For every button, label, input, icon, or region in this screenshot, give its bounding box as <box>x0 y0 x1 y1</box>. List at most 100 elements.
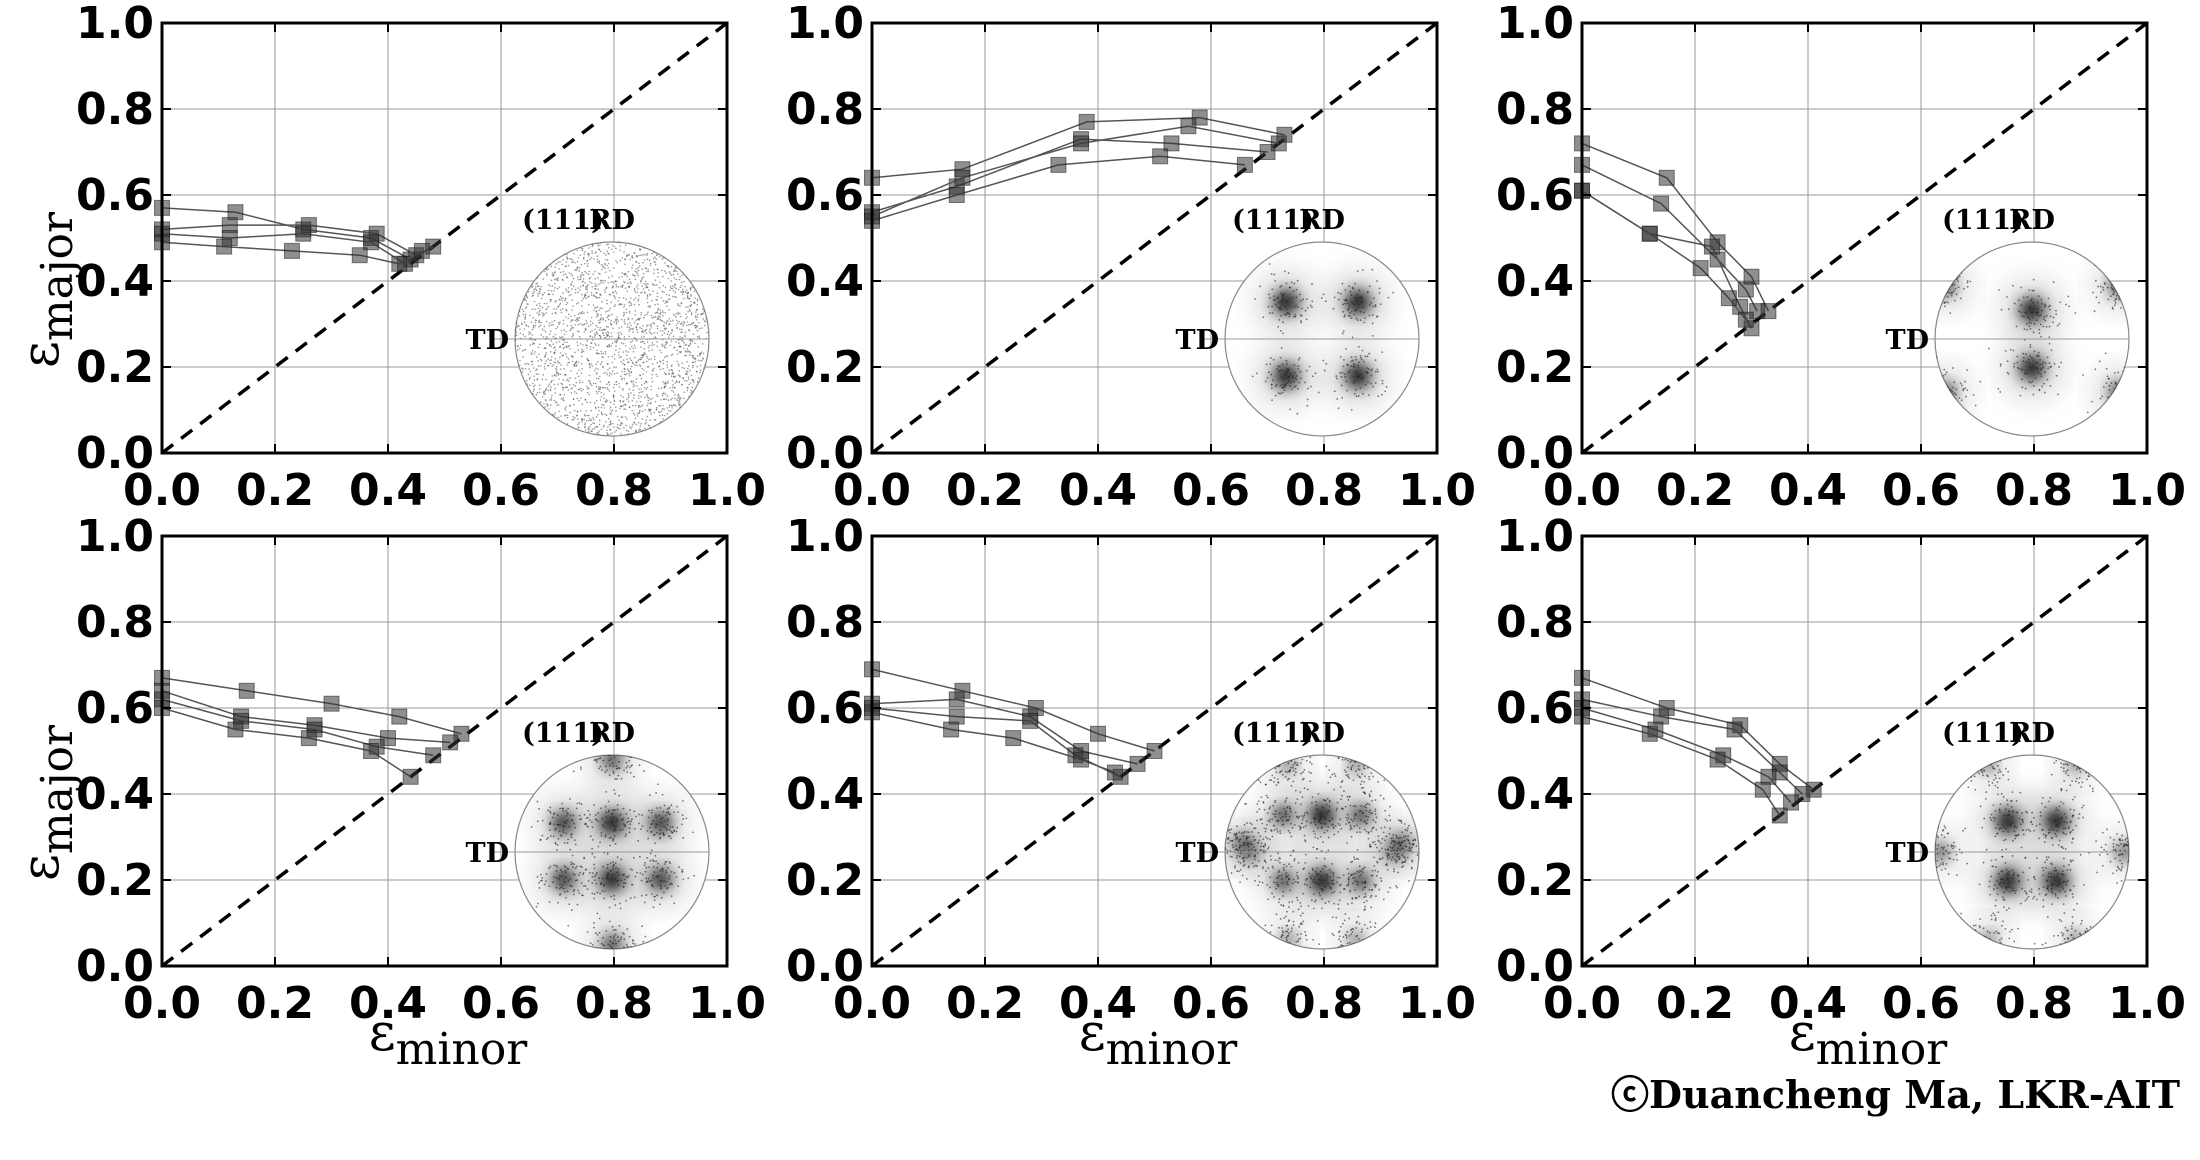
pole-point <box>648 809 650 812</box>
data-point <box>1737 311 1754 328</box>
pole-point <box>545 272 548 275</box>
pole-point <box>1336 807 1338 810</box>
pole-point <box>668 813 671 816</box>
pole-point <box>1932 387 1934 389</box>
pole-point <box>573 863 575 866</box>
pole-point <box>635 319 637 322</box>
pole-point <box>1369 809 1372 812</box>
pole-point <box>1277 325 1280 328</box>
pole-point <box>693 381 695 384</box>
pole-point <box>684 335 686 338</box>
pole-point <box>2049 308 2051 311</box>
pole-point <box>657 387 660 390</box>
pole-point <box>1374 821 1377 824</box>
pole-point <box>588 417 591 420</box>
pole-point <box>1292 878 1295 881</box>
pole-point <box>585 285 587 288</box>
pole-point <box>658 870 661 872</box>
pole-point <box>2038 354 2040 357</box>
pole-point <box>2126 275 2129 278</box>
pole-point <box>1363 321 1366 324</box>
pole-point <box>664 346 667 349</box>
pole-point <box>647 346 650 349</box>
pole-point <box>1938 385 1941 388</box>
pole-point <box>556 844 559 846</box>
pole-point <box>1411 860 1414 863</box>
pole-point <box>529 344 531 346</box>
pole-point <box>627 369 630 372</box>
pole-point <box>590 821 593 824</box>
pole-point <box>564 316 567 318</box>
pole-point <box>1273 896 1275 898</box>
pole-point <box>625 311 628 314</box>
pole-point <box>1271 835 1274 838</box>
pole-point <box>664 311 666 314</box>
pole-point <box>659 281 661 283</box>
pole-point <box>1318 813 1321 816</box>
pole-point <box>576 260 579 263</box>
pole-point <box>1361 300 1363 303</box>
pole-point <box>1277 859 1280 862</box>
pole-point <box>1333 788 1336 791</box>
pole-point <box>1291 900 1294 903</box>
pole-point <box>2132 363 2134 365</box>
pole-point <box>541 312 544 314</box>
pole-point <box>645 421 647 424</box>
pole-point <box>551 375 554 377</box>
pole-point <box>573 839 576 842</box>
pole-point <box>547 837 549 839</box>
pole-point <box>1331 891 1334 894</box>
pole-point <box>631 425 633 428</box>
pole-point <box>590 423 592 426</box>
pole-point <box>598 283 600 285</box>
pole-point <box>1267 371 1270 374</box>
pole-point <box>1257 800 1260 803</box>
pole-point <box>605 332 607 334</box>
pole-point <box>631 764 634 767</box>
pole-point <box>586 287 588 289</box>
pole-point <box>661 334 663 336</box>
pole-point <box>584 270 586 273</box>
pole-point <box>2012 349 2015 352</box>
pole-point <box>599 363 602 366</box>
pole-point <box>665 827 668 830</box>
pole-point <box>610 895 613 898</box>
pole-point <box>673 830 676 833</box>
pole-point <box>691 361 694 364</box>
pole-point <box>1356 831 1359 834</box>
pole-point <box>538 325 540 328</box>
pole-point <box>659 411 661 414</box>
pole-point <box>630 282 633 285</box>
pole-point <box>646 282 649 285</box>
pole-point <box>1280 301 1283 303</box>
pole-point <box>1261 822 1264 825</box>
pole-point <box>678 320 680 323</box>
pole-point <box>1364 383 1367 386</box>
pole-point <box>1379 794 1382 797</box>
pole-point <box>1933 276 1935 278</box>
pole-point <box>1937 270 1940 273</box>
pole-point <box>561 884 564 887</box>
pole-point <box>651 349 654 351</box>
pole-point <box>643 743 645 745</box>
pole-point <box>1958 411 1960 414</box>
pole-point <box>1242 860 1245 863</box>
pole-point <box>522 333 524 336</box>
pole-point <box>1368 888 1371 891</box>
pole-point <box>610 946 613 949</box>
pole-point <box>534 308 536 311</box>
pole-point <box>1286 371 1289 374</box>
pole-point <box>1285 359 1288 362</box>
pole-point <box>562 322 565 325</box>
pole-point <box>1355 857 1358 860</box>
pole-point <box>2116 408 2118 410</box>
pole-point <box>2038 328 2041 331</box>
pole-point <box>2047 305 2050 308</box>
pole-point <box>2094 279 2097 282</box>
pole-point <box>581 403 584 406</box>
pole-point <box>565 330 568 333</box>
pole-point <box>555 849 558 851</box>
pole-point <box>644 254 646 256</box>
pole-point <box>1373 840 1376 843</box>
pole-point <box>613 358 616 360</box>
